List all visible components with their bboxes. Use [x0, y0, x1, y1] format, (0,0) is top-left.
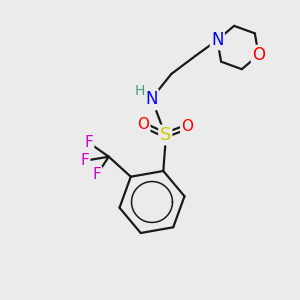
- Text: N: N: [211, 31, 224, 49]
- Text: F: F: [80, 153, 89, 168]
- Text: O: O: [137, 118, 149, 133]
- Text: N: N: [145, 90, 158, 108]
- Text: S: S: [160, 126, 171, 144]
- Text: F: F: [92, 167, 101, 182]
- Text: H: H: [135, 84, 146, 98]
- Text: O: O: [181, 119, 193, 134]
- Text: F: F: [84, 135, 93, 150]
- Text: O: O: [252, 46, 265, 64]
